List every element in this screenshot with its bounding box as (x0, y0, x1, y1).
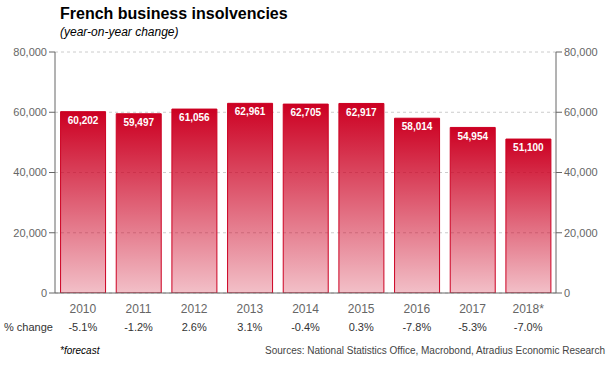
svg-text:60,202: 60,202 (68, 115, 99, 126)
svg-text:-5.3%: -5.3% (458, 321, 487, 333)
svg-text:20,000: 20,000 (13, 227, 47, 239)
svg-text:-0.4%: -0.4% (291, 321, 320, 333)
svg-text:-1.2%: -1.2% (124, 321, 153, 333)
svg-text:2013: 2013 (236, 302, 263, 316)
svg-text:-5.1%: -5.1% (68, 321, 97, 333)
svg-text:2017: 2017 (459, 302, 486, 316)
svg-text:% change: % change (8, 321, 53, 333)
svg-text:80,000: 80,000 (13, 46, 47, 58)
svg-text:60,000: 60,000 (13, 106, 47, 118)
html-text:*forecast: *forecast (60, 344, 100, 356)
svg-text:80,000: 80,000 (564, 46, 598, 58)
svg-text:62,705: 62,705 (290, 107, 321, 118)
svg-text:3.1%: 3.1% (237, 321, 262, 333)
html-text:(year-on-year change): (year-on-year change) (60, 25, 179, 39)
svg-text:2012: 2012 (181, 302, 208, 316)
svg-text:2011: 2011 (126, 302, 152, 316)
svg-text:40,000: 40,000 (564, 166, 598, 178)
svg-text:62,917: 62,917 (346, 107, 377, 118)
svg-text:60,000: 60,000 (564, 106, 598, 118)
svg-text:0: 0 (564, 287, 570, 299)
html-text:Sources: National Statistics O: Sources: National Statistics Office, Mac… (265, 344, 605, 356)
svg-text:2010: 2010 (69, 302, 96, 316)
svg-text:61,056: 61,056 (179, 112, 210, 123)
svg-text:62,961: 62,961 (235, 106, 266, 117)
svg-text:54,954: 54,954 (457, 131, 488, 142)
svg-text:0.3%: 0.3% (349, 321, 374, 333)
svg-text:0: 0 (41, 287, 47, 299)
svg-text:2018*: 2018* (512, 302, 544, 316)
svg-text:-7.0%: -7.0% (514, 321, 543, 333)
html-text:French business insolvencies: French business insolvencies (60, 5, 288, 22)
svg-text:20,000: 20,000 (564, 227, 598, 239)
svg-text:2014: 2014 (292, 302, 319, 316)
svg-text:51,100: 51,100 (513, 142, 544, 153)
svg-text:59,497: 59,497 (123, 117, 154, 128)
svg-text:2016: 2016 (403, 302, 430, 316)
svg-text:2015: 2015 (348, 302, 375, 316)
svg-text:2.6%: 2.6% (182, 321, 207, 333)
svg-text:58,014: 58,014 (402, 121, 433, 132)
svg-text:-7.8%: -7.8% (402, 321, 431, 333)
svg-text:40,000: 40,000 (13, 166, 47, 178)
